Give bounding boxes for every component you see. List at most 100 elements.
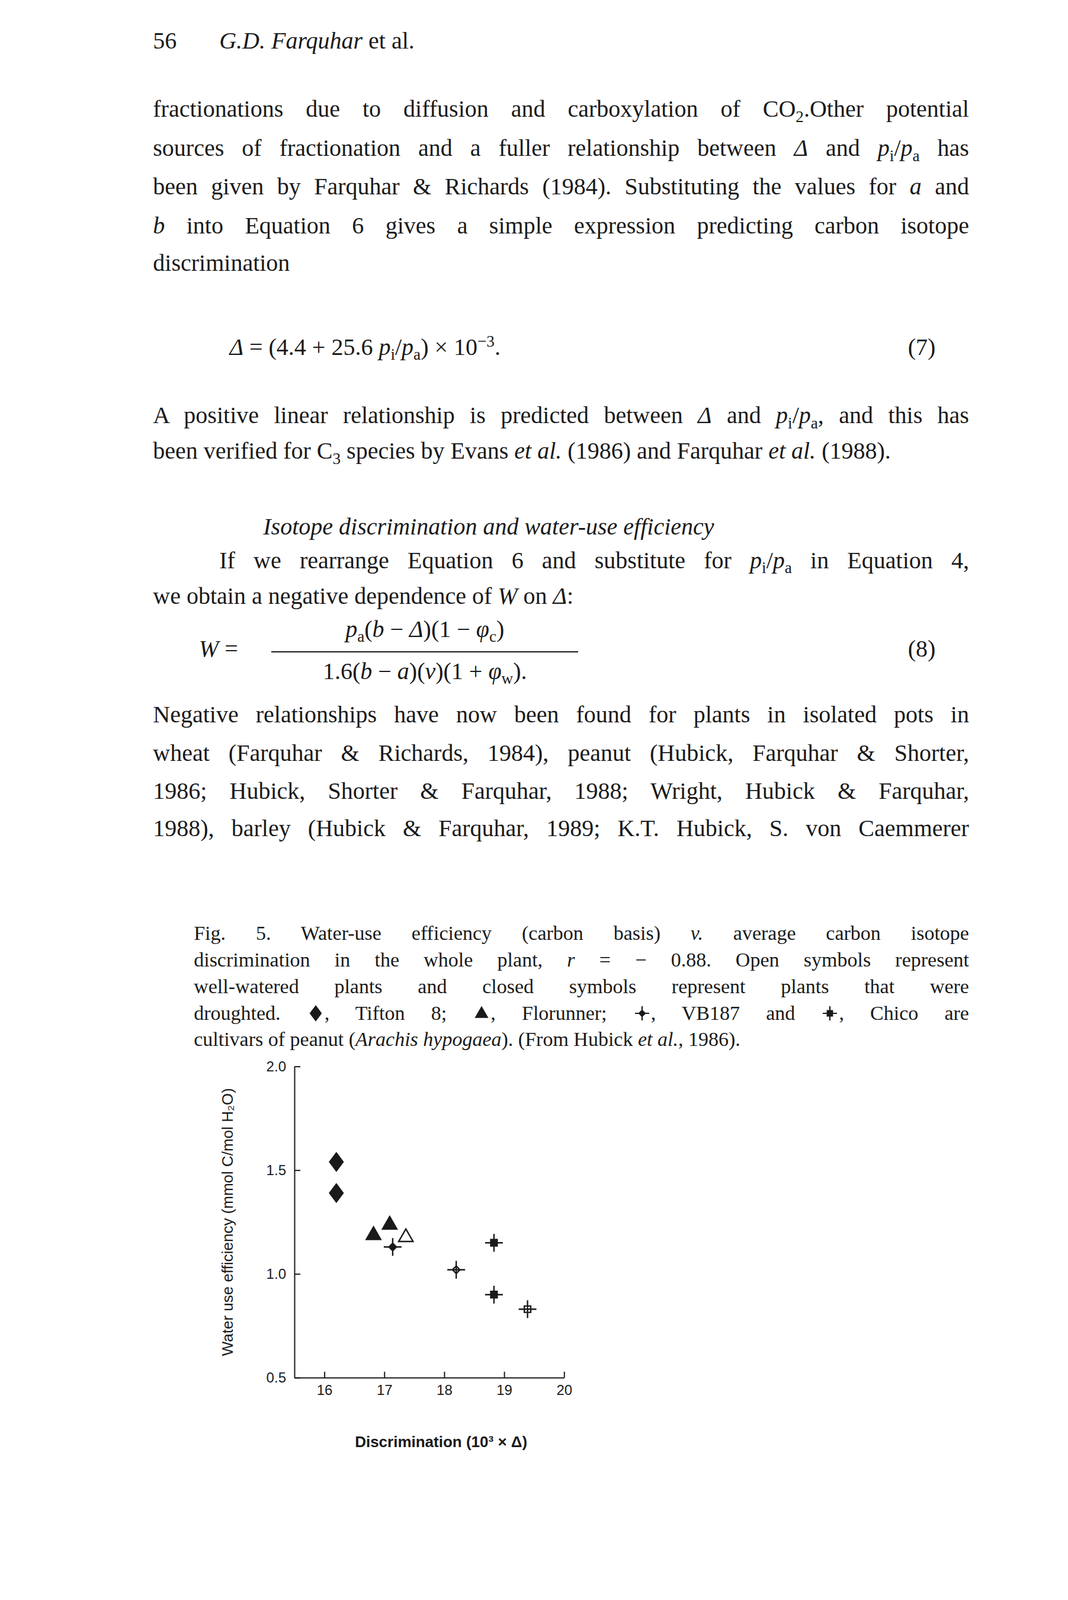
text-run: p	[401, 333, 414, 361]
tick-label: 1.5	[266, 1161, 287, 1178]
text-run: Negative relationships have now been fou…	[152, 700, 970, 728]
tick-mark	[294, 1065, 301, 1067]
tick: 19	[496, 1371, 513, 1398]
text-run: and	[739, 1001, 821, 1024]
fraction-bar	[271, 650, 579, 653]
tick-mark	[324, 1371, 326, 1378]
text-run: , 1986).	[678, 1027, 741, 1050]
text-run: discrimination	[152, 249, 290, 277]
text-run: a	[413, 345, 421, 364]
text-run: sources of fractionation and a fuller re…	[152, 134, 794, 162]
text-run: p	[775, 401, 788, 429]
legend-label: VB187	[681, 1001, 740, 1024]
text-run: i	[889, 146, 895, 165]
text-run: ).	[512, 657, 527, 685]
text-run: W	[497, 582, 518, 609]
text-run: discrimination in the whole plant,	[193, 948, 567, 971]
text-run: φ	[488, 657, 502, 685]
tick-label: 0.5	[266, 1368, 287, 1385]
tick-label: 2.0	[266, 1057, 287, 1074]
tick: 1.0	[266, 1265, 301, 1282]
text-run: p	[749, 546, 762, 574]
text-run: :	[566, 582, 574, 609]
text-run: been given by Farquhar & Richards (1984)…	[152, 172, 910, 200]
text-run: =	[218, 634, 239, 662]
text-run: a	[357, 627, 365, 646]
legend-label: Florunner	[521, 1001, 602, 1024]
text-run: (1988).	[815, 437, 891, 464]
text-line: wheat (Farquhar & Richards, 1984), peanu…	[152, 733, 970, 772]
text-run: p	[877, 134, 890, 162]
text-line: been given by Farquhar & Richards (1984)…	[152, 167, 970, 206]
text-run: et al.	[637, 1027, 679, 1050]
tick-label: 19	[496, 1381, 513, 1398]
legend-symbol	[476, 1006, 488, 1017]
text-line: 56	[152, 21, 177, 60]
series	[366, 1216, 413, 1241]
text-run: φ	[476, 615, 490, 643]
text-line: 1988), barley (Hubick & Farquhar, 1989; …	[152, 809, 970, 848]
text-line: Fig. 5. Water-use efficiency (carbon bas…	[193, 919, 970, 947]
text-run: species by Evans	[340, 437, 515, 464]
text-run: average carbon isotope	[703, 921, 970, 944]
text-run: Δ	[553, 582, 567, 609]
page-number: 56	[152, 27, 177, 54]
text-run: )(	[409, 657, 426, 685]
text-run: has	[919, 134, 970, 162]
tick: 17	[376, 1371, 393, 1398]
text-run: 1986; Hubick, Shorter & Farquhar, 1988; …	[152, 777, 970, 804]
series	[485, 1233, 537, 1318]
tick-mark	[443, 1371, 445, 1378]
legend-symbol	[634, 1005, 650, 1021]
text-line: been verified for C3 species by Evans et…	[152, 431, 970, 473]
text-run: ;	[441, 1001, 474, 1024]
text-line: (7)	[908, 328, 970, 367]
legend-label: Tifton 8	[355, 1001, 442, 1024]
text-run: −	[384, 615, 410, 643]
legend-label: Chico	[870, 1001, 919, 1024]
text-line: If we rearrange Equation 6 and substitut…	[219, 541, 970, 583]
series	[383, 1237, 465, 1279]
point	[485, 1233, 503, 1252]
text-run: = (4.4 + 25.6	[243, 333, 379, 361]
fraction: pa(b − Δ)(1 − φc)1.6(b − a)(v)(1 + φw).	[263, 610, 587, 693]
text-run: p	[900, 134, 913, 162]
text-run: wheat (Farquhar & Richards, 1984), peanu…	[152, 739, 970, 766]
point	[329, 1152, 344, 1171]
text-run: −	[371, 657, 398, 685]
text-line: Δ = (4.4 + 25.6 pi/pa) × 10−3.	[229, 328, 501, 370]
text-line: Negative relationships have now been fou…	[152, 695, 970, 734]
tick: 2.0	[266, 1057, 301, 1074]
tick-label: 18	[436, 1381, 453, 1398]
point	[382, 1216, 397, 1229]
text-run: = − 0.88. Open symbols represent	[575, 948, 970, 971]
legend-symbol	[310, 1005, 322, 1021]
point	[329, 1183, 344, 1202]
tick-mark	[294, 1272, 301, 1275]
text-run: v	[424, 657, 436, 685]
tick-label: 20	[556, 1381, 573, 1398]
text-run: i	[390, 345, 396, 364]
text-run: (	[364, 615, 372, 643]
point	[383, 1237, 402, 1256]
text-run: ,	[838, 1001, 871, 1024]
tick-mark	[563, 1371, 566, 1378]
text-run: c	[489, 627, 497, 646]
text-run: Δ	[229, 333, 243, 361]
legend-marker	[820, 1004, 839, 1022]
text-run: a	[909, 172, 922, 200]
legend-marker	[633, 1004, 651, 1022]
x-axis: 1617181920	[294, 1371, 573, 1398]
text-run: fractionations due to diffusion and carb…	[152, 95, 796, 123]
text-run: et al.	[514, 437, 562, 464]
legend-marker	[472, 1004, 491, 1022]
text-run: a	[784, 558, 792, 577]
equation-number: (8)	[908, 634, 936, 662]
text-run: Fig. 5. Water-use efficiency (carbon bas…	[193, 921, 691, 944]
text-run: are	[918, 1001, 970, 1024]
text-run: droughted.	[193, 1001, 307, 1024]
text-run: 3	[332, 449, 342, 468]
text-run: ,	[324, 1001, 356, 1024]
plot-area	[329, 1152, 537, 1318]
text-run: 2	[795, 107, 804, 126]
